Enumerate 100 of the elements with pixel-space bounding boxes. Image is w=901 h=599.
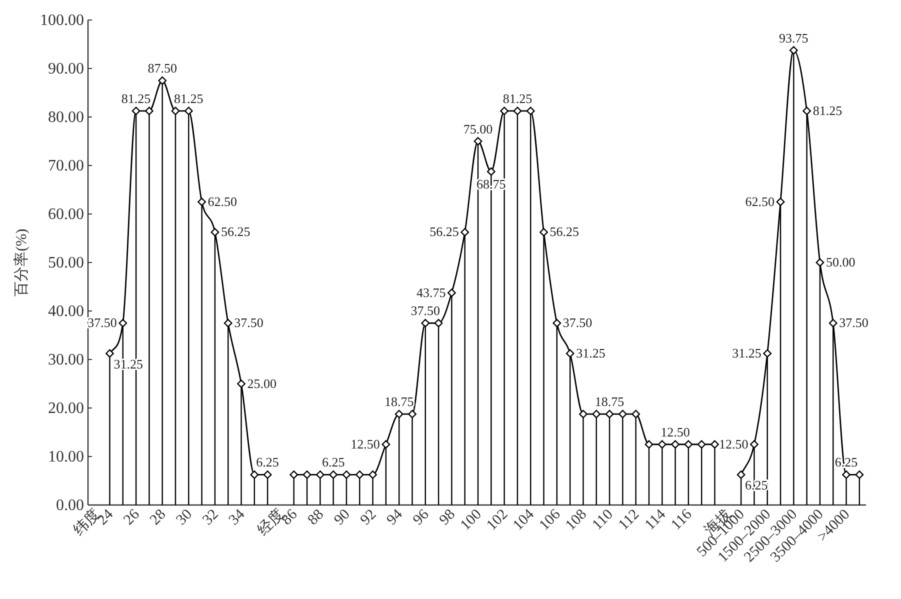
data-label: 18.75 <box>594 394 624 410</box>
point <box>605 410 614 418</box>
point <box>382 440 390 449</box>
point <box>210 228 220 236</box>
point <box>842 470 850 479</box>
x-tick-label: 108 <box>562 506 590 534</box>
x-tick-label: 106 <box>536 506 564 534</box>
point <box>329 470 338 479</box>
point <box>776 198 785 206</box>
point <box>368 470 377 479</box>
data-label: 31.25 <box>576 345 606 360</box>
data-label: 62.50 <box>745 194 775 209</box>
point <box>106 349 114 358</box>
point <box>684 440 693 449</box>
point <box>394 410 404 418</box>
data-label: 81.25 <box>121 90 151 106</box>
point <box>421 318 430 328</box>
data-label: 81.25 <box>174 90 204 106</box>
y-tick-label: 100.00 <box>40 12 84 29</box>
x-tick-label: 32 <box>200 506 222 528</box>
point <box>500 106 509 116</box>
x-tick-label: 100 <box>458 506 485 534</box>
point <box>263 470 272 479</box>
y-tick-label: 20.00 <box>48 400 84 417</box>
x-tick-label: 88 <box>305 506 327 528</box>
point <box>710 440 719 449</box>
point <box>355 470 364 479</box>
point <box>540 228 548 236</box>
data-label: 37.50 <box>234 315 264 330</box>
point <box>237 380 246 388</box>
data-label: 75.00 <box>463 121 493 136</box>
point <box>118 318 128 328</box>
point <box>302 470 312 479</box>
point <box>632 410 640 418</box>
y-tick-label: 10.00 <box>48 448 84 466</box>
point <box>158 76 167 85</box>
data-label: 62.50 <box>208 194 238 209</box>
point <box>342 470 351 479</box>
point <box>184 106 193 116</box>
point <box>408 410 416 418</box>
point <box>828 318 838 328</box>
data-label: 37.50 <box>562 315 592 330</box>
x-tick-label: 96 <box>410 506 433 528</box>
x-tick-label: 28 <box>147 506 170 528</box>
data-label: 12.50 <box>660 424 690 440</box>
x-tick-label: 30 <box>174 506 196 528</box>
point <box>763 349 772 358</box>
data-label: 43.75 <box>416 284 446 300</box>
point <box>224 318 232 328</box>
y-tick-label: 80.00 <box>48 109 84 126</box>
x-tick-label: 90 <box>331 506 354 528</box>
point <box>316 470 324 479</box>
data-label: 56.25 <box>220 224 250 240</box>
x-tick-label: 98 <box>436 506 459 528</box>
data-label: 50.00 <box>826 254 856 270</box>
y-tick-label: 60.00 <box>48 206 84 223</box>
point <box>144 106 154 116</box>
point <box>618 410 627 418</box>
point <box>434 318 443 328</box>
point <box>552 318 562 328</box>
point <box>198 198 206 206</box>
point <box>816 258 824 267</box>
data-label: 37.50 <box>410 303 440 318</box>
y-tick-label: 40.00 <box>48 303 84 320</box>
point <box>513 106 522 116</box>
point <box>290 470 298 479</box>
x-tick-label: 114 <box>642 506 670 534</box>
x-tick-label: 102 <box>484 506 512 534</box>
x-tick-label: 34 <box>226 506 248 528</box>
x-tick-label: 94 <box>384 506 406 528</box>
point <box>658 440 666 449</box>
point <box>789 46 798 55</box>
data-label: 56.25 <box>430 224 459 240</box>
data-label: 56.25 <box>550 224 580 240</box>
data-label: 87.50 <box>148 60 177 76</box>
x-tick-label: 110 <box>590 506 616 534</box>
point <box>474 137 482 146</box>
y-tick-label: 30.00 <box>48 352 84 368</box>
point <box>802 106 812 116</box>
point <box>447 288 456 298</box>
point <box>579 410 588 418</box>
y-tick-label: 70.00 <box>48 158 84 174</box>
point <box>460 228 470 236</box>
point <box>486 167 496 176</box>
point <box>250 470 259 479</box>
x-tick-label: 116 <box>668 506 696 534</box>
point <box>592 410 601 418</box>
point <box>671 440 680 449</box>
point <box>644 440 654 449</box>
point <box>750 440 758 449</box>
y-tick-label: 50.00 <box>48 254 84 272</box>
y-axis-title: 百分率(%) <box>13 228 30 296</box>
data-label: 37.50 <box>839 315 868 330</box>
x-tick-label: 112 <box>616 506 643 534</box>
data-label: 6.25 <box>256 454 279 470</box>
y-tick-label: 90.00 <box>48 60 84 78</box>
point <box>855 470 864 479</box>
data-label: 25.00 <box>247 376 277 391</box>
x-tick-label: 104 <box>510 506 538 534</box>
point <box>132 106 140 116</box>
